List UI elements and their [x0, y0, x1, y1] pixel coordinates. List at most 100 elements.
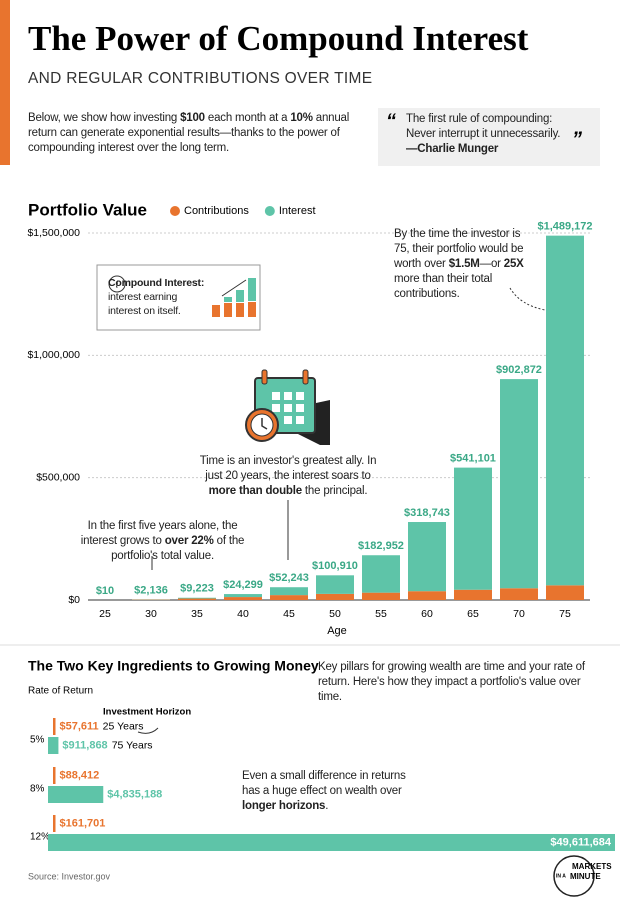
bar-segment [224, 594, 262, 598]
accent-strip [0, 0, 10, 165]
bar-segment [224, 597, 262, 600]
value-label: $2,136 [134, 584, 168, 596]
x-tick-label: 25 [99, 608, 111, 620]
x-tick-label: 45 [283, 608, 295, 620]
x-tick-label: 65 [467, 608, 479, 620]
chart-title: The Two Key Ingredients to Growing Money [28, 658, 319, 674]
legend-title: Investment Horizon [103, 707, 191, 718]
legend-swatch [170, 206, 180, 216]
bar-segment [546, 585, 584, 600]
intro-text: Below, we show how investing [28, 112, 181, 124]
annotation-text: $1.5M [448, 258, 480, 270]
info-term: Compound Interest: [108, 277, 205, 289]
y-tick-label: $0 [68, 594, 80, 606]
y-tick-label: $1,000,000 [27, 349, 80, 361]
value-label: $161,701 [60, 817, 106, 829]
x-axis-label: Age [327, 625, 347, 637]
intro-text: 10% [290, 112, 313, 124]
value-label: $4,835,188 [107, 788, 162, 800]
value-label: $318,743 [404, 507, 450, 519]
value-label: $902,872 [496, 364, 542, 376]
value-label: $57,611 [60, 720, 99, 732]
bar [48, 834, 615, 851]
bar-segment [178, 598, 216, 600]
value-label: $1,489,172 [537, 221, 592, 233]
info-icon [108, 275, 126, 293]
quote: The first rule of compounding: Never int… [406, 112, 571, 157]
logo-text: IN A [556, 873, 566, 879]
y-axis-label: Rate of Return [28, 686, 93, 697]
annotation-text: more than their total contributions. [394, 273, 493, 300]
annotation-text: over 22% [164, 535, 214, 547]
value-label: $100,910 [312, 560, 358, 572]
bar-segment [362, 555, 400, 593]
quote-author: —Charlie Munger [406, 143, 499, 155]
x-tick-label: 55 [375, 608, 387, 620]
info-icon: i [115, 279, 118, 291]
annotation: Even a small difference in returns has a… [242, 769, 412, 814]
subtitle: AND REGULAR CONTRIBUTIONS OVER TIME [28, 70, 372, 87]
logo-text: MARKETS [572, 862, 612, 871]
bar [53, 767, 56, 784]
bar [48, 737, 59, 754]
annotation-text: By the time the investor is 75, their po… [394, 228, 524, 270]
value-label: $24,299 [223, 579, 263, 591]
logo-ring [553, 855, 595, 897]
x-tick-label: 40 [237, 608, 249, 620]
value-label: $541,101 [450, 453, 496, 465]
x-tick-label: 75 [559, 608, 571, 620]
quote-box [378, 108, 600, 166]
bar-segment [500, 379, 538, 589]
value-label: $52,243 [269, 572, 309, 584]
quote-mark: “ [386, 110, 396, 132]
bar [53, 718, 56, 735]
bar-segment [316, 575, 354, 594]
x-tick-label: 60 [421, 608, 433, 620]
intro-text: $100 [180, 112, 205, 124]
bar-segment [454, 467, 492, 590]
legend-label: 25 Years [103, 720, 144, 732]
y-tick-label: 5% [30, 735, 45, 746]
legend-swatch [264, 206, 275, 216]
bar-segment [178, 597, 216, 599]
annotation-text: Time is an investor's greatest ally. In … [199, 455, 377, 482]
y-tick-label: $1,500,000 [27, 227, 80, 239]
annotation-text: In the first five years alone, the inter… [80, 520, 238, 547]
bar-segment [362, 592, 400, 600]
bar-segment [270, 587, 308, 596]
info-text: Compound Interest: interest earning inte… [108, 276, 208, 318]
quote-text: The first rule of compounding: Never int… [406, 113, 561, 140]
annotation-text: —or [479, 258, 504, 270]
bar-segment [408, 522, 446, 592]
chart-title: Portfolio Value [28, 200, 147, 219]
info-box [96, 264, 261, 331]
source: Source: Investor.gov [28, 871, 111, 881]
annotation-text: of the portfolio's total value. [111, 535, 245, 562]
annotation-text: longer horizons [242, 800, 326, 812]
bar-segment [454, 589, 492, 600]
y-tick-label: 8% [30, 784, 45, 795]
bar-segment [408, 591, 446, 600]
intro-text: each month at a [204, 112, 291, 124]
annotation-text: . [325, 800, 329, 812]
value-label: $10 [96, 585, 114, 597]
bar [53, 815, 56, 832]
annotation-text: 25X [503, 258, 524, 270]
annotation-text: the principal. [301, 485, 368, 497]
annotation: Time is an investor's greatest ally. In … [192, 454, 384, 499]
annotation-text: more than double [208, 485, 302, 497]
description: Key pillars for growing wealth are time … [318, 661, 585, 703]
x-tick-label: 30 [145, 608, 157, 620]
intro-text: annual return can generate exponential r… [28, 112, 350, 154]
mini-bars-icon [212, 278, 256, 317]
bar-segment [500, 588, 538, 600]
value-label: $49,611,684 [550, 836, 611, 848]
bar [48, 786, 104, 803]
annotation-arrow [137, 727, 159, 734]
bar-segment [270, 595, 308, 600]
title: The Power of Compound Interest [28, 19, 529, 58]
logo-text: MINUTE [570, 872, 601, 881]
value-label: $911,868 [62, 739, 107, 751]
